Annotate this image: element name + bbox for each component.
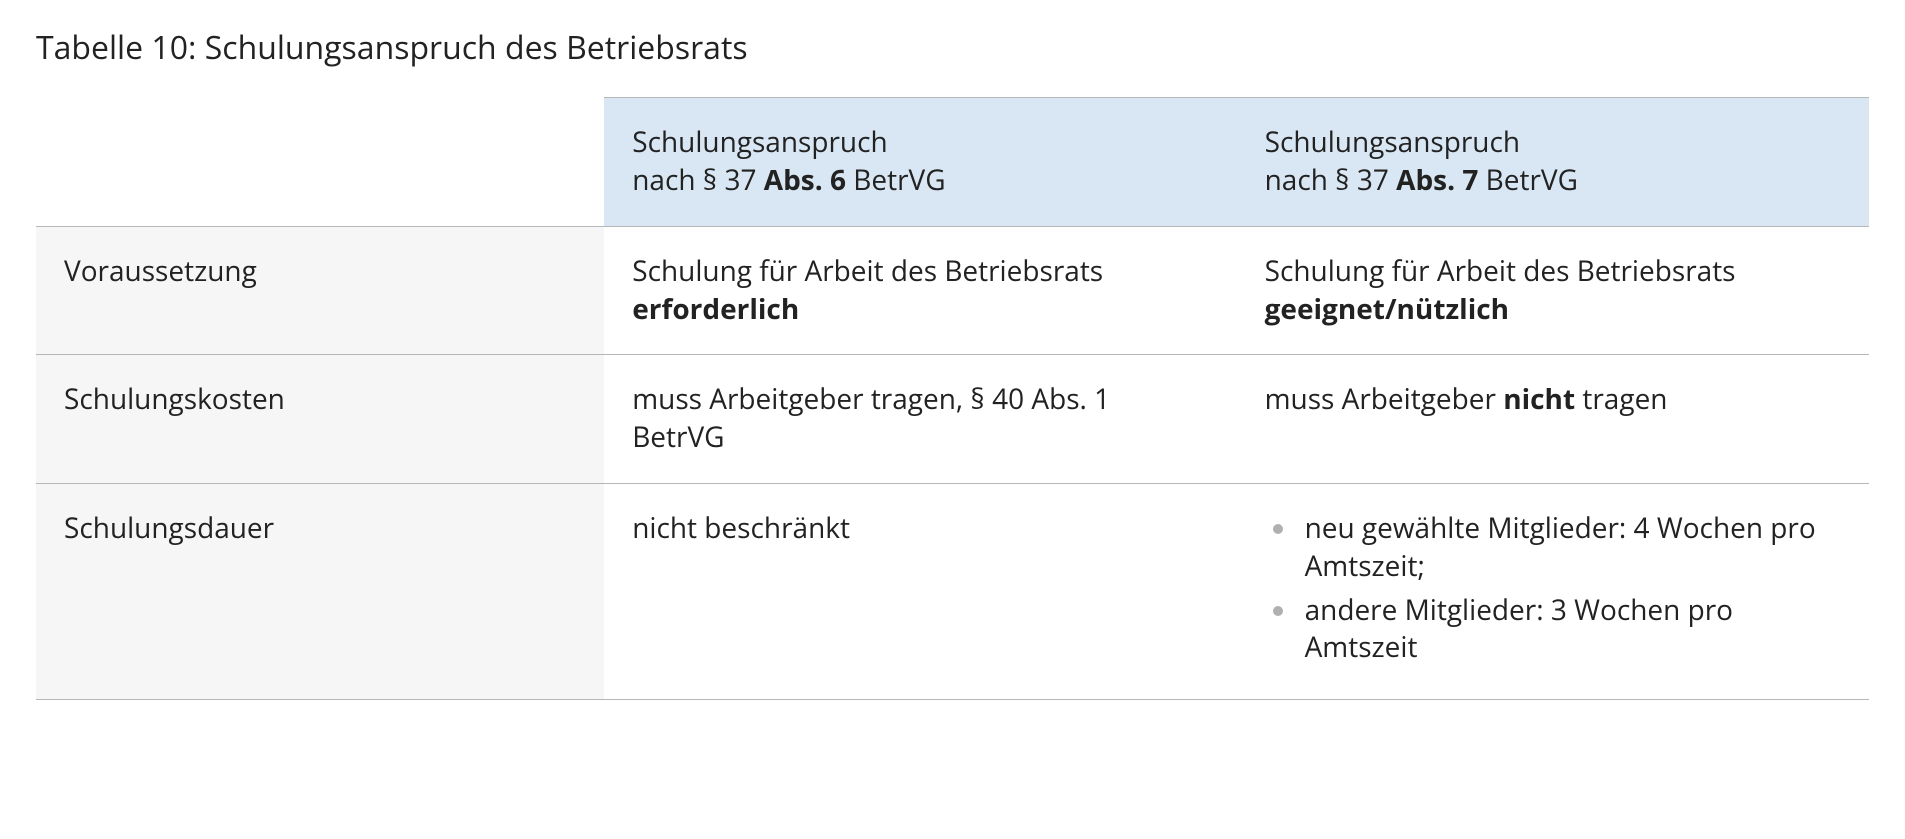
header-text: BetrVG xyxy=(846,161,946,199)
cell: muss Arbeitgeber nicht tragen xyxy=(1237,355,1869,484)
cell-bold: geeignet/nützlich xyxy=(1265,290,1509,328)
cell: Schulung für Arbeit des Betriebsrats erf… xyxy=(604,226,1236,355)
header-text: Schulungsanspruch xyxy=(1265,123,1520,161)
table-caption: Tabelle 10: Schulungsanspruch des Betrie… xyxy=(36,26,1869,69)
cell-bold: erforderlich xyxy=(632,290,799,328)
table-header-row: Schulungsanspruch nach § 37 Abs. 6 BetrV… xyxy=(36,98,1869,227)
header-text: BetrVG xyxy=(1478,161,1578,199)
table-row: Schulungskosten muss Arbeitgeber tragen,… xyxy=(36,355,1869,484)
cell: nicht beschränkt xyxy=(604,483,1236,699)
header-bold: Abs. 7 xyxy=(1396,161,1478,199)
cell-text: Schulung für Arbeit des Betriebsrats xyxy=(632,252,1103,290)
row-label-voraussetzung: Voraussetzung xyxy=(36,226,604,355)
comparison-table: Schulungsanspruch nach § 37 Abs. 6 BetrV… xyxy=(36,97,1869,700)
page: Tabelle 10: Schulungsanspruch des Betrie… xyxy=(0,0,1905,740)
bullet-list: neu gewählte Mitglieder: 4 Wochen pro Am… xyxy=(1265,510,1841,667)
cell: Schulung für Arbeit des Betriebsrats gee… xyxy=(1237,226,1869,355)
column-header-abs7: Schulungsanspruch nach § 37 Abs. 7 BetrV… xyxy=(1237,98,1869,227)
cell: neu gewählte Mitglieder: 4 Wochen pro Am… xyxy=(1237,483,1869,699)
cell-text: nicht beschränkt xyxy=(632,509,850,547)
list-item: andere Mitglieder: 3 Wochen pro Amtszeit xyxy=(1265,592,1841,668)
cell-text: tragen xyxy=(1575,380,1667,418)
cell-text: muss Arbeitgeber tragen, § 40 Abs. 1 Bet… xyxy=(632,380,1110,456)
header-text: nach § 37 xyxy=(632,161,764,199)
row-label-schulungskosten: Schulungskosten xyxy=(36,355,604,484)
table-row: Schulungsdauer nicht beschränkt neu gewä… xyxy=(36,483,1869,699)
cell-bold: nicht xyxy=(1503,380,1575,418)
cell: muss Arbeitgeber tragen, § 40 Abs. 1 Bet… xyxy=(604,355,1236,484)
cell-text: muss Arbeitgeber xyxy=(1265,380,1504,418)
header-bold: Abs. 6 xyxy=(764,161,846,199)
header-blank xyxy=(36,98,604,227)
header-text: Schulungsanspruch xyxy=(632,123,887,161)
row-label-schulungsdauer: Schulungsdauer xyxy=(36,483,604,699)
list-item: neu gewählte Mitglieder: 4 Wochen pro Am… xyxy=(1265,510,1841,586)
column-header-abs6: Schulungsanspruch nach § 37 Abs. 6 BetrV… xyxy=(604,98,1236,227)
header-text: nach § 37 xyxy=(1265,161,1397,199)
table-row: Voraussetzung Schulung für Arbeit des Be… xyxy=(36,226,1869,355)
cell-text: Schulung für Arbeit des Betriebsrats xyxy=(1265,252,1736,290)
